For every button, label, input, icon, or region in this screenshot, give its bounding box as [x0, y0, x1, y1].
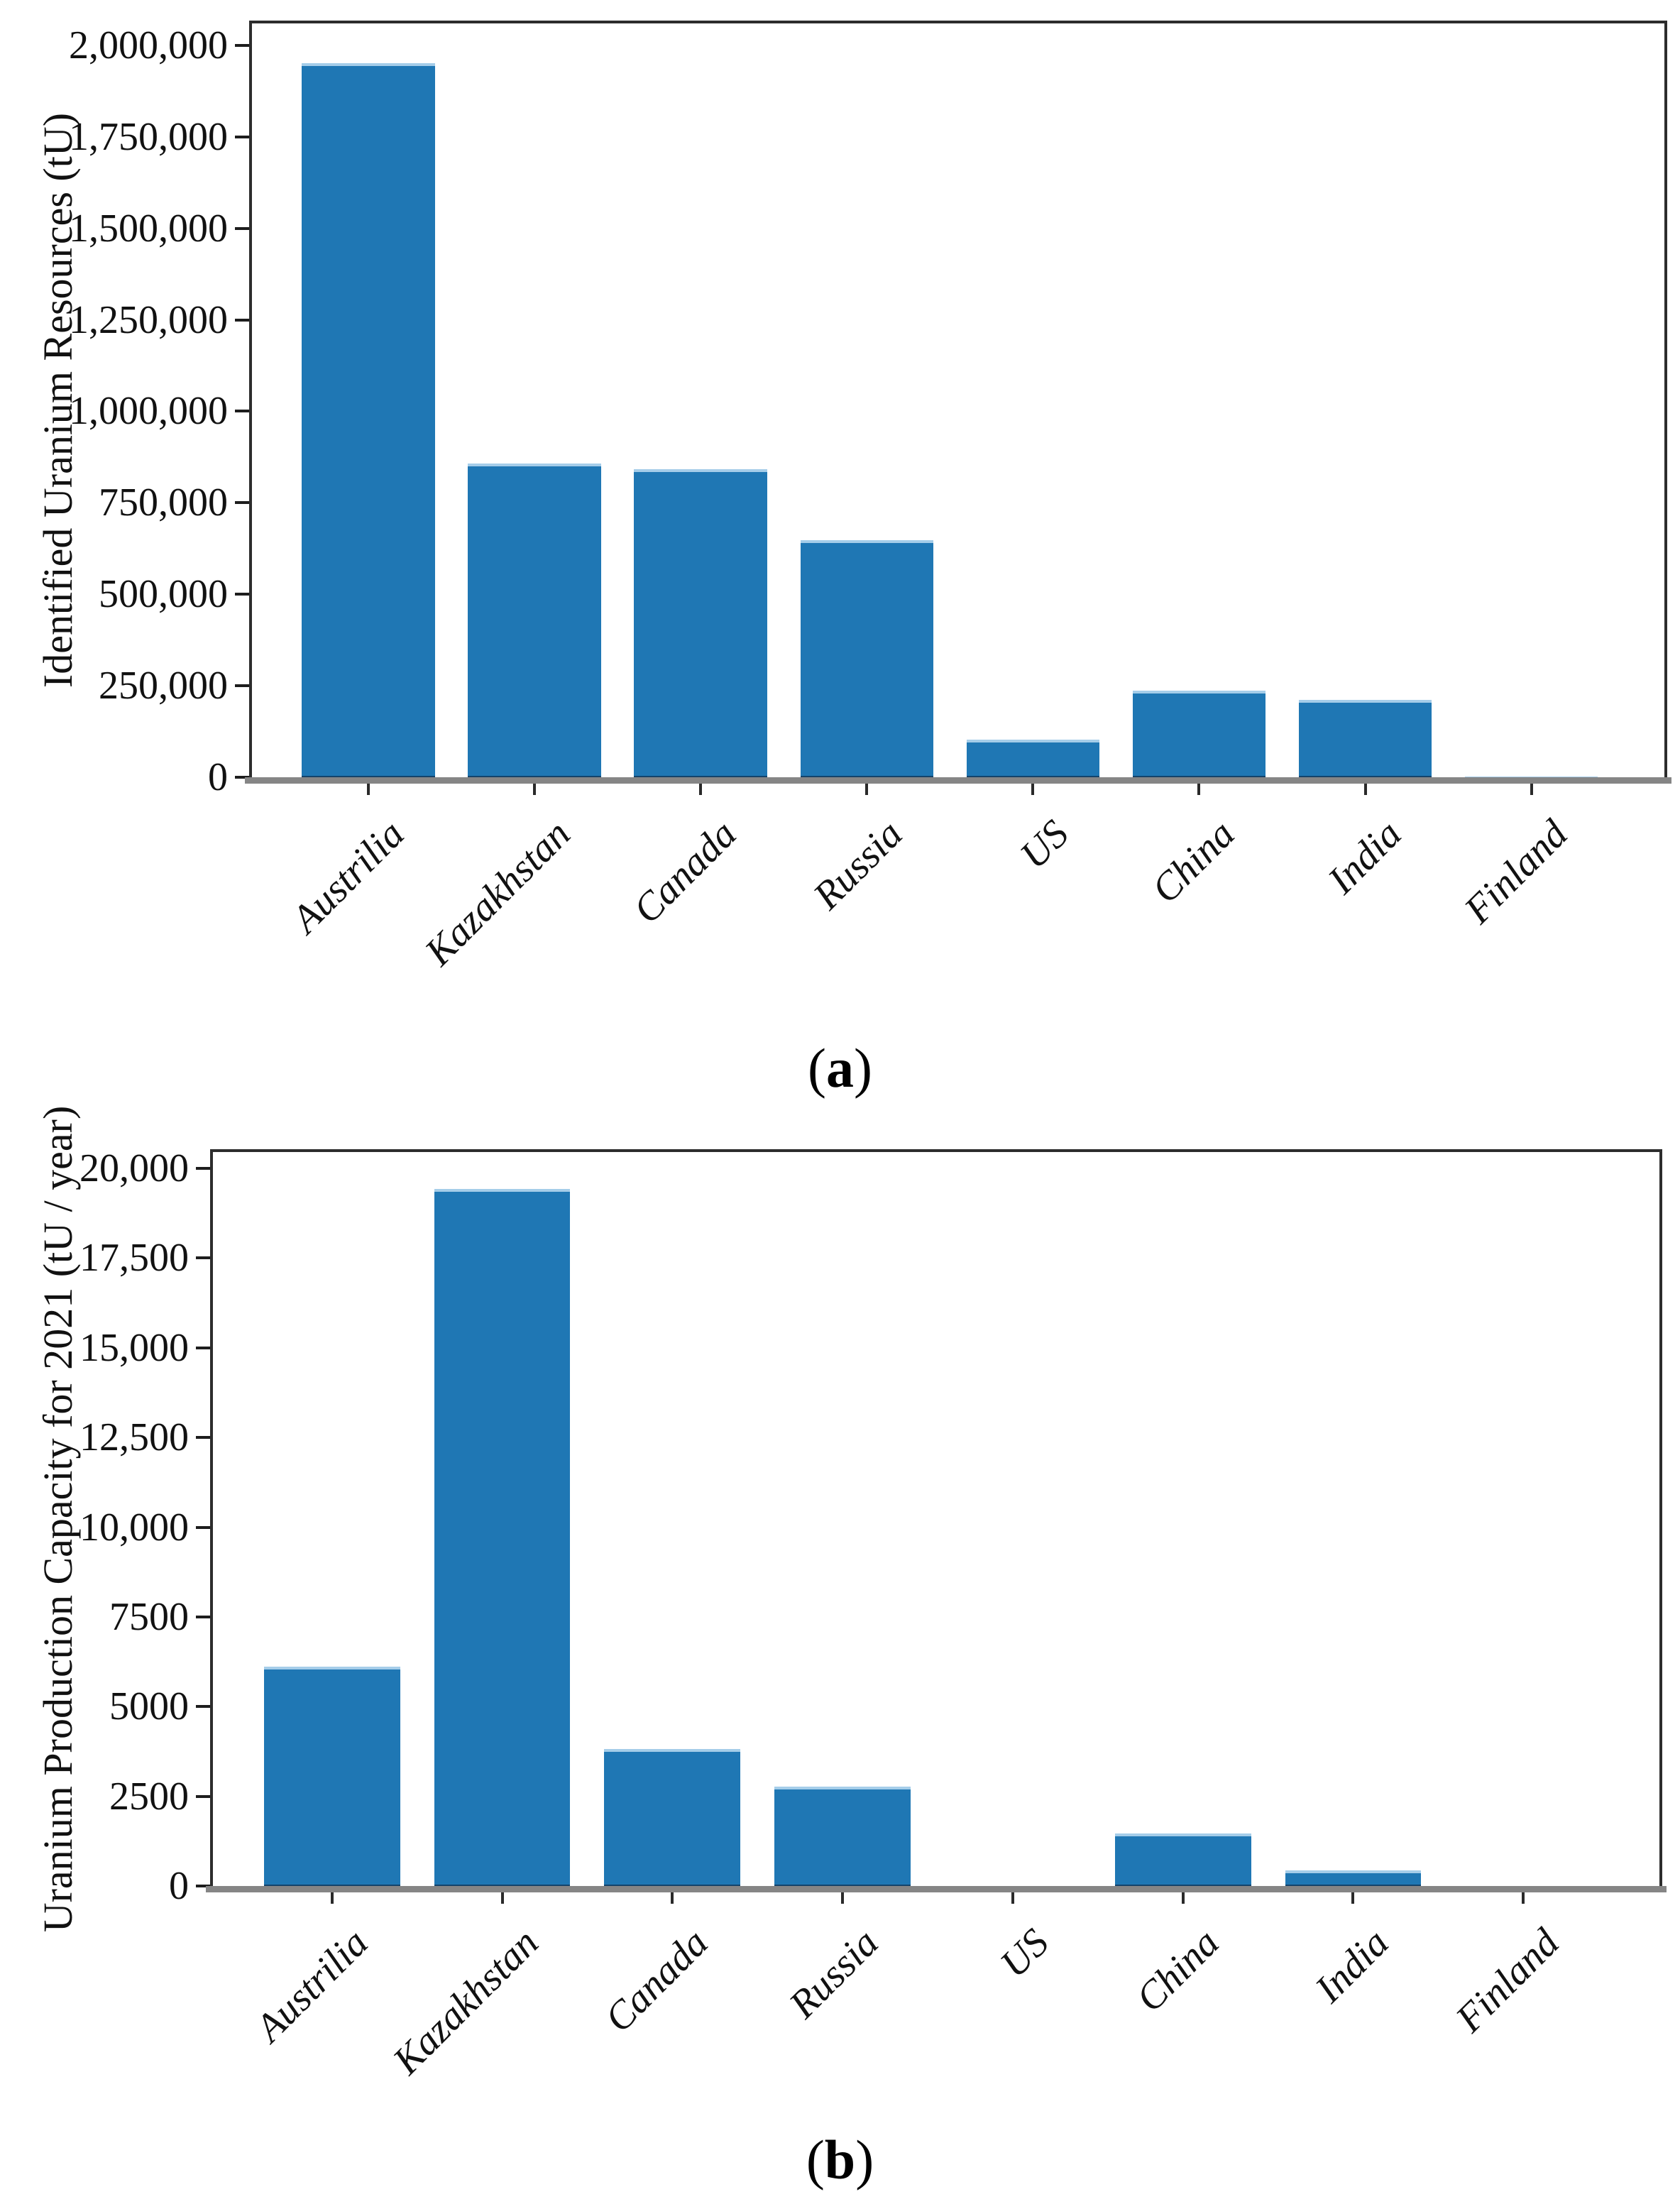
y-tick-label: 750,000 — [99, 481, 228, 525]
caption-a-open-paren: ( — [808, 1037, 826, 1099]
x-tick-mark — [671, 1892, 674, 1904]
bar — [468, 464, 601, 780]
y-tick-mark — [196, 1705, 210, 1709]
y-tick-label: 17,500 — [79, 1236, 189, 1281]
y-tick-label: 5000 — [109, 1684, 189, 1729]
y-tick-mark — [196, 1615, 210, 1618]
bar — [1114, 1833, 1251, 1889]
bar — [263, 1667, 400, 1889]
x-tick-mark — [699, 784, 703, 795]
y-tick-label: 0 — [169, 1864, 189, 1908]
y-tick-mark — [196, 1167, 210, 1170]
bar — [604, 1749, 741, 1889]
y-tick-mark — [235, 318, 249, 322]
x-tick-mark — [841, 1892, 845, 1904]
x-axis-line — [206, 1886, 1667, 1892]
x-tick-mark — [500, 1892, 504, 1904]
y-tick-label: 250,000 — [99, 664, 228, 708]
y-tick-label: 10,000 — [79, 1505, 189, 1550]
plot-area-b — [210, 1149, 1662, 1889]
x-tick-mark — [1351, 1892, 1355, 1904]
x-tick-mark — [1031, 784, 1035, 795]
y-axis-label: Uranium Production Capacity for 2021 (tU… — [35, 1105, 81, 1933]
x-tick-mark — [366, 784, 370, 795]
y-tick-mark — [235, 776, 249, 779]
y-tick-mark — [196, 1256, 210, 1260]
y-tick-label: 0 — [208, 755, 228, 799]
y-tick-mark — [235, 135, 249, 138]
y-tick-mark — [196, 1794, 210, 1798]
bar — [966, 740, 1099, 780]
x-axis-line — [245, 777, 1671, 784]
y-tick-mark — [196, 1525, 210, 1529]
y-tick-label: 2500 — [109, 1774, 189, 1819]
y-tick-label: 15,000 — [79, 1325, 189, 1370]
x-tick-mark — [1363, 784, 1367, 795]
y-tick-mark — [235, 684, 249, 688]
caption-a-letter: a — [826, 1037, 854, 1099]
y-tick-label: 1,500,000 — [69, 206, 228, 251]
plot-area-a — [249, 21, 1667, 780]
y-tick-label: 7500 — [109, 1594, 189, 1639]
x-tick-mark — [1522, 1892, 1525, 1904]
caption-a-close-paren: ) — [854, 1037, 872, 1099]
x-tick-mark — [330, 1892, 334, 1904]
bar — [634, 469, 767, 780]
y-tick-label: 2,000,000 — [69, 23, 228, 67]
y-tick-label: 20,000 — [79, 1146, 189, 1190]
y-tick-mark — [196, 1346, 210, 1349]
x-tick-mark — [1011, 1892, 1014, 1904]
caption-b-open-paren: ( — [806, 2129, 825, 2191]
x-tick-mark — [1181, 1892, 1185, 1904]
y-tick-mark — [235, 410, 249, 413]
y-tick-label: 1,250,000 — [69, 297, 228, 342]
y-tick-label: 500,000 — [99, 572, 228, 617]
y-tick-label: 1,750,000 — [69, 114, 228, 159]
caption-a: (a) — [0, 1033, 1680, 1104]
x-tick-mark — [533, 784, 536, 795]
y-tick-mark — [196, 1885, 210, 1887]
y-tick-label: 12,500 — [79, 1415, 189, 1460]
y-tick-mark — [235, 501, 249, 505]
caption-b-close-paren: ) — [855, 2129, 874, 2191]
y-tick-mark — [196, 1436, 210, 1440]
bar — [302, 63, 435, 780]
bar — [774, 1787, 911, 1889]
y-tick-mark — [235, 593, 249, 596]
bar — [1132, 691, 1266, 780]
y-tick-label: 1,000,000 — [69, 389, 228, 434]
caption-b-letter: b — [824, 2129, 856, 2191]
bar — [1298, 700, 1432, 780]
y-tick-mark — [235, 226, 249, 230]
caption-b: (b) — [0, 2124, 1680, 2195]
x-tick-mark — [1530, 784, 1533, 795]
bar — [434, 1189, 571, 1889]
x-tick-mark — [865, 784, 869, 795]
bar — [800, 540, 933, 780]
y-tick-mark — [235, 43, 249, 47]
x-tick-mark — [1197, 784, 1201, 795]
